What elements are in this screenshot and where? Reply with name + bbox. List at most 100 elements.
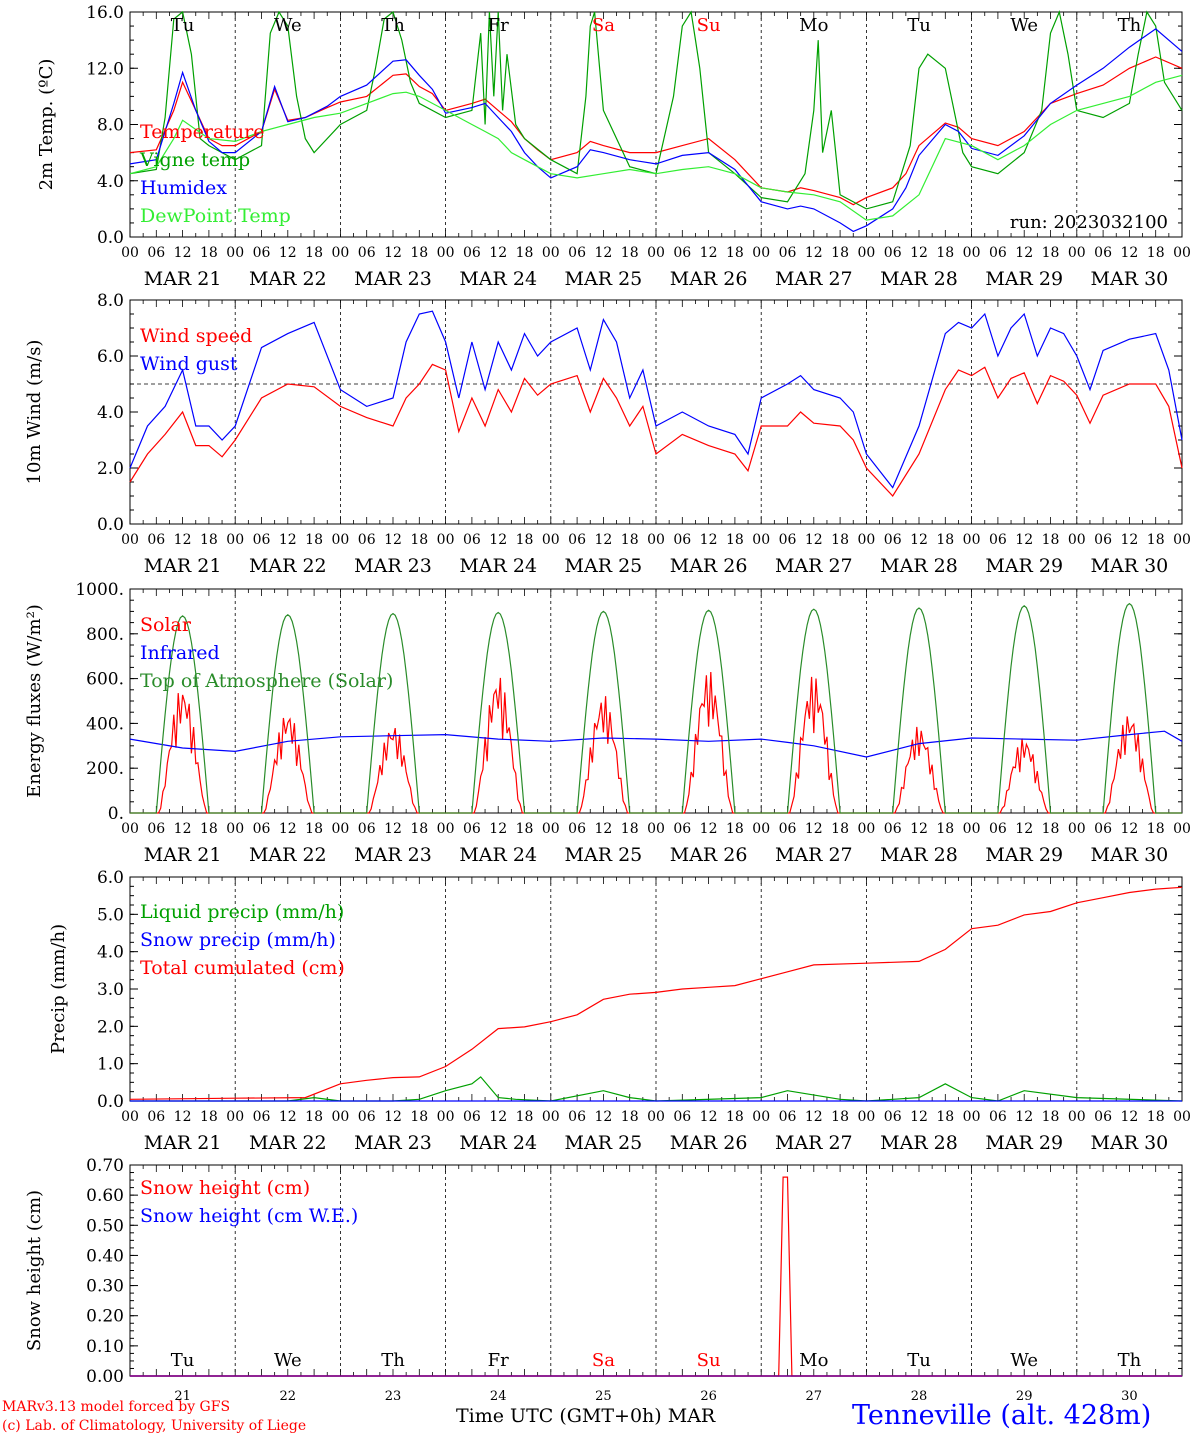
x-tick-label: 12 (489, 1109, 507, 1125)
x-tick-label: 12 (700, 1109, 718, 1125)
x-tick-label: 12 (279, 1109, 297, 1125)
x-tick-label: 12 (700, 821, 718, 837)
x-tick-label: 00 (542, 821, 560, 837)
series-line (129, 56, 1183, 206)
date-label: MAR 26 (670, 1132, 748, 1154)
date-label: MAR 21 (144, 844, 222, 866)
x-tick-label: 00 (226, 821, 244, 837)
legend-entry: Temperature (140, 121, 264, 143)
x-tick-label: 00 (542, 245, 560, 261)
day-number-label: 28 (911, 1389, 928, 1404)
y-tick-label: 0.50 (86, 1216, 124, 1236)
legend-entry: Vigne temp (139, 149, 250, 171)
day-number-label: 24 (490, 1389, 507, 1404)
weekday-label: Fr (488, 1350, 509, 1371)
x-tick-label: 12 (489, 532, 507, 548)
x-tick-label: 18 (410, 245, 428, 261)
legend-entry: Top of Atmosphere (Solar) (140, 670, 393, 692)
y-tick-label: 2.0 (97, 1017, 124, 1037)
x-tick-label: 00 (857, 1109, 875, 1125)
legend-entry: Snow height (cm) (140, 1177, 310, 1199)
x-tick-label: 00 (331, 245, 349, 261)
panel-wind: 0.0 2.0 4.0 6.0 8.0 10m Wind (m/s) Wind speed W… (24, 291, 1191, 577)
date-label: MAR 24 (459, 268, 537, 290)
y-tick-label: 3.0 (97, 980, 124, 1000)
x-tick-label: 06 (1094, 245, 1112, 261)
x-tick-label: 06 (1094, 532, 1112, 548)
x-tick-label: 18 (936, 1109, 954, 1125)
day-number-label: 26 (700, 1389, 717, 1404)
x-tick-label: 00 (752, 245, 770, 261)
x-tick-label: 12 (910, 245, 928, 261)
x-tick-label: 06 (463, 245, 481, 261)
series-line (129, 74, 1183, 221)
x-tick-label: 12 (700, 532, 718, 548)
y-tick-label: 0.00 (86, 1367, 124, 1387)
y-tick-label: 16.0 (86, 3, 124, 23)
date-label: MAR 26 (670, 844, 748, 866)
x-tick-label: 06 (568, 245, 586, 261)
weekday-label: Sa (592, 15, 615, 36)
date-label: MAR 28 (880, 555, 958, 577)
y-tick-label: 0.30 (86, 1277, 124, 1297)
series-line (129, 28, 1183, 233)
date-label: MAR 30 (1091, 555, 1169, 577)
date-label: MAR 24 (459, 844, 537, 866)
date-label: MAR 23 (354, 844, 432, 866)
weekday-label: We (274, 15, 302, 36)
x-tick-label: 00 (226, 1109, 244, 1125)
time-label: Time UTC (GMT+0h) (456, 1405, 662, 1427)
x-tick-label: 06 (779, 1109, 797, 1125)
date-label: MAR 28 (880, 844, 958, 866)
x-tick-label: 12 (384, 821, 402, 837)
x-tick-label: 06 (568, 532, 586, 548)
x-tick-label: 06 (463, 532, 481, 548)
x-tick-label: 12 (174, 245, 192, 261)
x-tick-label: 06 (989, 1109, 1007, 1125)
x-tick-label: 12 (174, 532, 192, 548)
legend-entry: Infrared (140, 642, 220, 664)
date-label: MAR 29 (985, 268, 1063, 290)
x-tick-label: 18 (200, 532, 218, 548)
x-tick-label: 06 (568, 821, 586, 837)
weekday-label: Mo (799, 1350, 828, 1371)
weekday-label: Fr (488, 15, 509, 36)
x-tick-label: 00 (437, 245, 455, 261)
weekday-label: We (1010, 1350, 1038, 1371)
legend-entry: Total cumulated (cm) (140, 957, 345, 979)
legend-entry: Snow height (cm W.E.) (140, 1205, 358, 1227)
y-tick-label: 0.60 (86, 1186, 124, 1206)
x-tick-label: 06 (463, 821, 481, 837)
x-tick-label: 18 (305, 1109, 323, 1125)
x-tick-label: 18 (305, 245, 323, 261)
x-tick-label: 06 (989, 532, 1007, 548)
x-tick-label: 00 (121, 821, 139, 837)
x-tick-label: 12 (384, 1109, 402, 1125)
y-tick-label: 800. (86, 625, 124, 645)
x-tick-label: 06 (253, 532, 271, 548)
x-tick-label: 00 (542, 1109, 560, 1125)
date-label: MAR 21 (144, 1132, 222, 1154)
x-tick-label: 06 (358, 1109, 376, 1125)
x-tick-label: 18 (621, 532, 639, 548)
date-label: MAR 27 (775, 1132, 853, 1154)
x-tick-label: 12 (805, 245, 823, 261)
x-tick-label: 00 (331, 1109, 349, 1125)
x-tick-label: 18 (410, 821, 428, 837)
y-tick-label: 6.0 (97, 347, 124, 367)
series-line (129, 363, 1183, 497)
x-tick-label: 18 (936, 532, 954, 548)
x-tick-label: 12 (910, 1109, 928, 1125)
x-tick-label: 06 (1094, 821, 1112, 837)
x-tick-label: 12 (805, 1109, 823, 1125)
x-tick-label: 18 (831, 245, 849, 261)
x-tick-label: 06 (358, 245, 376, 261)
x-tick-label: 18 (516, 532, 534, 548)
x-tick-label: 06 (253, 821, 271, 837)
weekday-label: Tu (907, 1350, 931, 1371)
x-tick-label: 18 (516, 821, 534, 837)
series-line (129, 310, 1183, 489)
x-tick-label: 00 (1173, 821, 1191, 837)
weekday-label: Th (381, 15, 405, 36)
y-tick-label: 400. (86, 714, 124, 734)
